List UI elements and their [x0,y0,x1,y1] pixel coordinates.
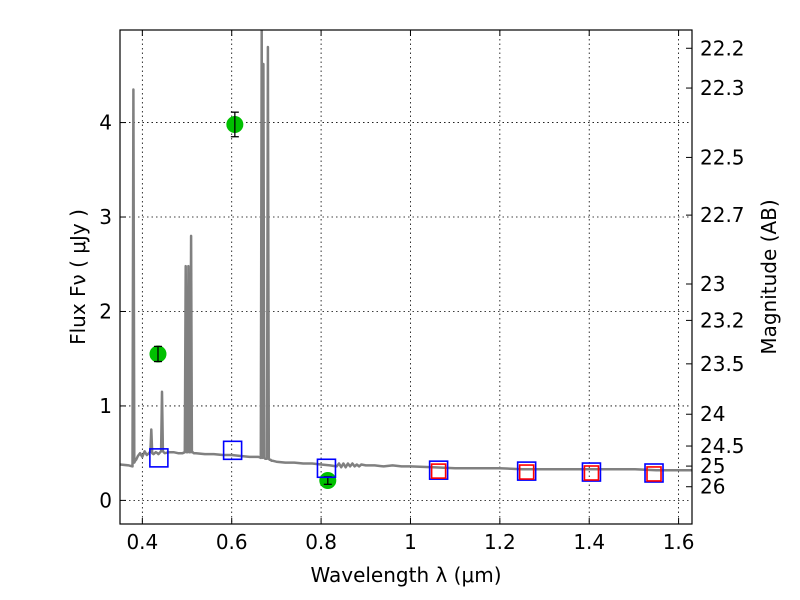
y2-tick-label: 23.2 [700,308,745,332]
y-tick-label: 0 [99,488,112,512]
y2-tick-label: 25 [700,454,725,478]
plot-frame [119,29,693,525]
model-spectrum [120,30,692,472]
model-band-square-blue [516,461,537,481]
x-tick-label: 0.6 [216,530,248,554]
axis-tick-labels: 0.4 0.6 0.8 1 1.2 1.4 1.60123422.222.322.522.7… [99,36,744,554]
model-band-square-red [518,464,535,480]
model-band-square-blue [428,460,449,480]
model-band-square-red [646,466,662,482]
grid [120,30,692,524]
y2-tick-label: 23 [700,272,725,296]
spectrum-line [120,30,692,472]
x-tick-label: 0.8 [305,530,337,554]
model-band-square-blue [149,448,169,468]
axis-ticks [120,30,692,524]
x-tick-label: 1.6 [663,530,695,554]
y2-tick-label: 22.2 [700,36,745,60]
y-tick-label: 3 [99,205,112,229]
y-tick-label: 4 [99,111,112,135]
y2-axis-label: Magnitude (AB) [757,199,781,354]
x-tick-label: 1.4 [573,530,605,554]
y2-tick-label: 22.5 [700,145,745,169]
photometry-markers [149,111,664,490]
y-tick-label: 2 [99,299,112,323]
model-band-square-red [583,465,600,481]
model-band-square-blue [222,440,243,461]
y-tick-label: 1 [99,394,112,418]
y-axis-label: Flux Fν ( μJy ) [66,209,90,345]
y2-tick-label: 23.5 [700,352,745,376]
model-band-square-blue [316,458,337,479]
x-axis-label: Wavelength λ (μm) [310,563,501,587]
model-band-square-blue [644,463,664,483]
y2-tick-label: 22.7 [700,203,745,227]
model-band-square-blue [581,462,602,482]
x-tick-label: 1.2 [484,530,516,554]
x-tick-label: 0.4 [126,530,158,554]
model-band-square-red [430,463,447,479]
y2-tick-label: 24 [700,402,725,426]
y2-tick-label: 24.5 [700,434,745,458]
y2-tick-label: 26 [700,475,725,499]
y2-tick-label: 22.3 [700,76,745,100]
x-tick-label: 1 [404,530,417,554]
